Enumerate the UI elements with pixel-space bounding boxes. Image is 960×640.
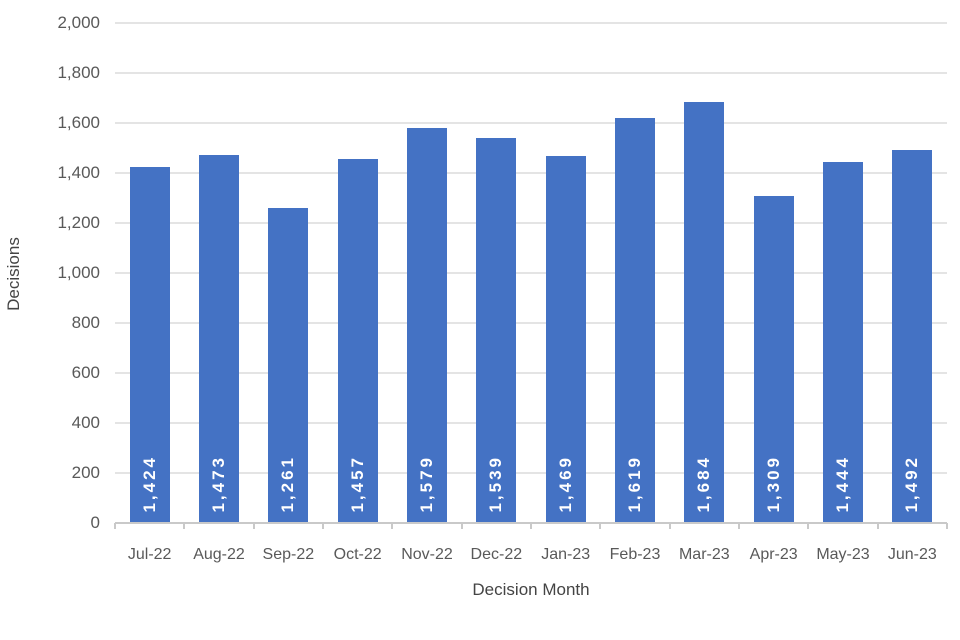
gridline — [115, 372, 947, 374]
x-axis-tick-label: Nov-22 — [401, 546, 453, 563]
x-axis-tick-mark — [530, 523, 532, 529]
gridline — [115, 122, 947, 124]
x-axis-tick-label: Jan-23 — [541, 546, 591, 563]
x-axis-tick-label: Apr-23 — [749, 546, 798, 563]
x-axis-tick-label: May-23 — [816, 546, 870, 563]
y-axis-tick-label: 600 — [71, 363, 100, 382]
bar: 1,539 — [476, 138, 517, 523]
gridline — [115, 22, 947, 24]
bar-value-label: 1,684 — [694, 455, 714, 513]
y-axis-tick-label: 2,000 — [57, 13, 100, 32]
bar: 1,684 — [684, 102, 725, 523]
gridline — [115, 272, 947, 274]
bar: 1,444 — [823, 162, 863, 523]
bar-value-label: 1,457 — [347, 455, 367, 513]
bar: 1,309 — [753, 195, 794, 523]
x-axis-tick-label: Aug-22 — [193, 546, 245, 563]
bar-value-label: 1,473 — [209, 455, 228, 513]
bar-value-label: 1,579 — [417, 455, 436, 513]
x-axis-tick-mark — [252, 523, 255, 529]
bar-value-label: 1,469 — [555, 455, 575, 513]
y-axis-tick-label: 800 — [71, 313, 100, 332]
gridline — [115, 172, 947, 174]
bar-value-label: 1,539 — [486, 455, 506, 513]
bar-value-label: 1,309 — [763, 455, 783, 513]
x-axis-tick-label: Sep-22 — [262, 546, 315, 563]
y-axis-tick-label: 1,200 — [57, 213, 100, 232]
x-axis-tick-mark — [807, 523, 810, 529]
y-axis-tick-label: 1,800 — [57, 63, 100, 82]
x-axis-tick-mark — [668, 523, 671, 529]
bar: 1,619 — [615, 118, 655, 523]
y-axis-tick-label: 400 — [71, 413, 100, 432]
x-axis-tick-mark — [876, 523, 879, 529]
bar-value-label: 1,492 — [902, 455, 922, 513]
gridline — [115, 72, 947, 74]
x-axis-tick-mark — [322, 523, 324, 529]
bar: 1,579 — [407, 128, 447, 523]
x-axis-tick-mark — [599, 523, 602, 529]
bar-value-label: 1,424 — [139, 455, 159, 513]
x-axis-tick-mark — [460, 523, 463, 529]
y-axis-tick-label: 1,600 — [57, 113, 100, 132]
bar: 1,492 — [892, 150, 933, 523]
x-axis-title: Decision Month — [472, 580, 590, 599]
x-axis-tick-label: Jun-23 — [887, 546, 937, 563]
gridline — [115, 322, 947, 324]
bar: 1,473 — [199, 154, 239, 523]
gridline — [115, 472, 947, 474]
bar-value-label: 1,444 — [833, 455, 852, 513]
x-axis-tick-label: Feb-23 — [609, 546, 661, 563]
bar: 1,424 — [129, 167, 170, 523]
y-axis-tick-label: 200 — [71, 463, 100, 482]
x-axis-tick-mark — [946, 523, 948, 529]
x-axis-tick-label: Mar-23 — [678, 546, 730, 563]
y-axis-tick-label: 1,400 — [57, 163, 100, 182]
y-axis-tick-label: 0 — [90, 513, 100, 532]
x-axis-tick-label: Dec-22 — [470, 546, 523, 563]
bar-value-label: 1,261 — [278, 455, 298, 513]
x-axis-tick-mark — [183, 523, 186, 529]
x-axis-tick-mark — [114, 523, 116, 529]
x-axis-tick-mark — [738, 523, 740, 529]
y-axis-tick-label: 1,000 — [57, 263, 100, 282]
bar: 1,457 — [337, 158, 378, 523]
y-axis-title: Decisions — [4, 237, 23, 311]
bar: 1,469 — [545, 155, 586, 523]
x-axis-tick-label: Oct-22 — [333, 546, 382, 563]
x-axis-tick-mark — [391, 523, 394, 529]
gridline — [115, 222, 947, 224]
bar-value-label: 1,619 — [625, 455, 644, 513]
bar: 1,261 — [268, 207, 309, 523]
gridline — [115, 422, 947, 424]
x-axis-tick-label: Jul-22 — [127, 546, 172, 563]
